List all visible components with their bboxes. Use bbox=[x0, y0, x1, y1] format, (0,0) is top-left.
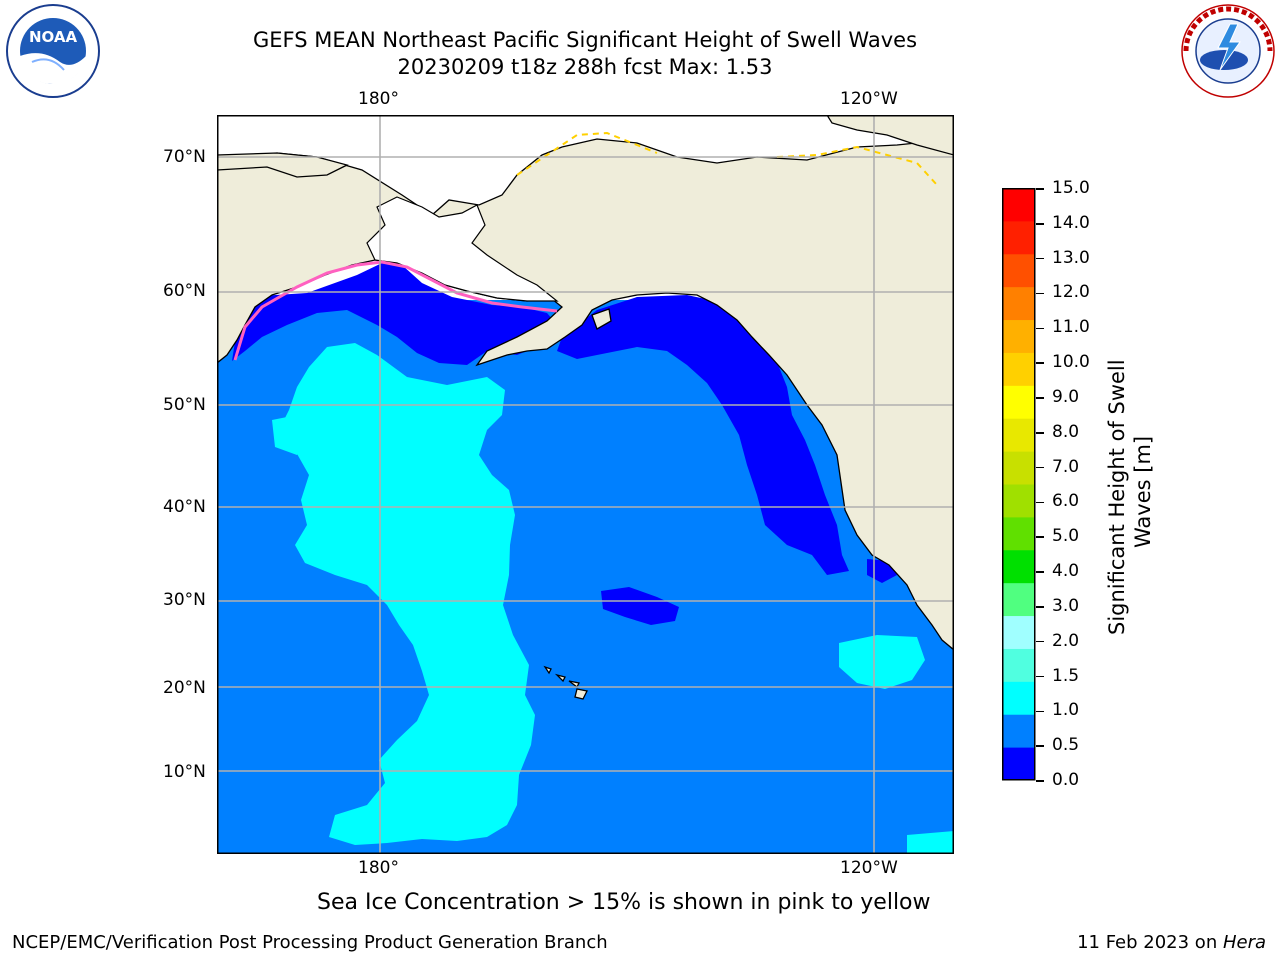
colorbar-tick-mark bbox=[1036, 710, 1044, 713]
colorbar-tick-label: 1.5 bbox=[1052, 665, 1080, 686]
footer-date: 11 Feb 2023 on Hera bbox=[1077, 932, 1266, 953]
colorbar-tick-mark bbox=[1036, 571, 1044, 573]
colorbar-segment bbox=[1002, 253, 1035, 288]
nws-logo bbox=[1181, 4, 1275, 98]
low-swell-bering bbox=[232, 263, 559, 365]
colorbar-segment bbox=[1002, 714, 1035, 748]
colorbar-tick-label: 15.0 bbox=[1052, 178, 1090, 198]
colorbar-tick-mark bbox=[1036, 675, 1044, 678]
lat-label-30n: 30°N bbox=[163, 590, 206, 610]
colorbar-tick-label: 11.0 bbox=[1052, 317, 1090, 338]
colorbar bbox=[1002, 188, 1036, 781]
colorbar-tick-label: 6.0 bbox=[1052, 491, 1080, 512]
colorbar-tick-mark bbox=[1036, 327, 1044, 330]
sea-ice-edge-north bbox=[516, 131, 938, 186]
colorbar-tick-mark bbox=[1036, 536, 1044, 538]
colorbar-segment bbox=[1002, 286, 1035, 321]
colorbar-tick-mark bbox=[1036, 640, 1044, 643]
low-swell-gulf bbox=[557, 295, 849, 575]
colorbar-tick-mark bbox=[1036, 362, 1044, 364]
map-frame bbox=[217, 115, 954, 854]
page-subtitle: 20230209 t18z 288h fcst Max: 1.53 bbox=[397, 55, 773, 79]
colorbar-tick-mark bbox=[1036, 223, 1044, 225]
colorbar-label-line1: Significant Height of Swell bbox=[1105, 359, 1129, 635]
graticule bbox=[217, 115, 954, 854]
colorbar-tick-label: 5.0 bbox=[1052, 526, 1080, 547]
footer-date-text: 11 Feb 2023 on bbox=[1077, 932, 1223, 953]
noaa-logo-text: NOAA bbox=[29, 28, 78, 46]
cyan-swell-patch-se bbox=[907, 831, 954, 854]
lat-label-20n: 20°N bbox=[163, 678, 206, 698]
colorbar-frame bbox=[1002, 188, 1036, 781]
lat-label-60n: 60°N bbox=[163, 281, 206, 301]
colorbar-tick-mark bbox=[1036, 432, 1044, 434]
colorbar-tick-mark bbox=[1036, 466, 1044, 469]
colorbar-tick-mark bbox=[1036, 257, 1044, 260]
colorbar-segment bbox=[1002, 418, 1035, 452]
colorbar-segment bbox=[1002, 516, 1035, 551]
hawaii-islands bbox=[543, 665, 588, 700]
lon-label-top-180: 180° bbox=[358, 89, 399, 109]
colorbar-segment bbox=[1002, 188, 1035, 222]
cyan-swell-patch-east bbox=[839, 635, 925, 689]
colorbar-tick-mark bbox=[1036, 292, 1044, 295]
colorbar-label: Significant Height of Swell Waves [m] bbox=[1105, 359, 1155, 635]
colorbar-segment bbox=[1002, 615, 1035, 649]
colorbar-tick-mark bbox=[1036, 501, 1044, 504]
colorbar-tick-mark bbox=[1036, 397, 1044, 399]
colorbar-segment bbox=[1002, 352, 1035, 386]
low-swell-subtropical bbox=[601, 587, 679, 625]
colorbar-tick-label: 8.0 bbox=[1052, 421, 1080, 442]
page-title: GEFS MEAN Northeast Pacific Significant … bbox=[252, 28, 918, 52]
sea-ice-bering bbox=[366, 196, 559, 302]
colorbar-segment bbox=[1002, 220, 1035, 255]
colorbar-segment bbox=[1002, 319, 1035, 353]
colorbar-tick-label: 13.0 bbox=[1052, 247, 1090, 268]
sea-ice-note: Sea Ice Concentration > 15% is shown in … bbox=[317, 890, 931, 915]
colorbar-segments bbox=[1002, 188, 1035, 781]
lon-label-bottom-180: 180° bbox=[358, 858, 399, 878]
footer-branch: NCEP/EMC/Verification Post Processing Pr… bbox=[12, 932, 608, 953]
colorbar-segment bbox=[1002, 451, 1035, 485]
lat-label-50n: 50°N bbox=[163, 395, 206, 415]
colorbar-tick-label: 2.0 bbox=[1052, 630, 1080, 651]
lat-label-40n: 40°N bbox=[163, 497, 206, 517]
land-ne-corner bbox=[826, 115, 954, 156]
colorbar-tick-label: 3.0 bbox=[1052, 595, 1080, 616]
colorbar-segment bbox=[1002, 648, 1035, 682]
colorbar-segment bbox=[1002, 549, 1035, 584]
colorbar-tick-label: 0.5 bbox=[1052, 735, 1080, 756]
colorbar-segment bbox=[1002, 385, 1035, 419]
lat-label-70n: 70°N bbox=[163, 147, 206, 167]
footer-host: Hera bbox=[1222, 932, 1266, 953]
colorbar-tick-mark bbox=[1036, 188, 1044, 190]
swell-height-map bbox=[217, 115, 954, 854]
cyan-swell-region bbox=[279, 343, 535, 845]
lat-label-10n: 10°N bbox=[163, 762, 206, 782]
colorbar-tick-label: 9.0 bbox=[1052, 386, 1080, 407]
kodiak-island bbox=[591, 308, 612, 330]
colorbar-tick-mark bbox=[1036, 606, 1044, 608]
colorbar-segment bbox=[1002, 681, 1035, 715]
colorbar-tick-mark bbox=[1036, 745, 1044, 747]
colorbar-tick-label: 14.0 bbox=[1052, 212, 1090, 233]
sea-ice-edge bbox=[233, 260, 558, 361]
noaa-logo: NOAA bbox=[6, 4, 100, 98]
colorbar-tick-label: 0.0 bbox=[1052, 770, 1080, 790]
colorbar-tick-mark bbox=[1036, 780, 1044, 782]
colorbar-tick-label: 10.0 bbox=[1052, 352, 1090, 373]
colorbar-tick-label: 7.0 bbox=[1052, 456, 1080, 477]
cyan-swell-patch-west bbox=[272, 415, 309, 455]
lon-label-bottom-120w: 120°W bbox=[840, 858, 898, 878]
land-siberia bbox=[217, 152, 349, 178]
colorbar-tick-label: 12.0 bbox=[1052, 282, 1090, 303]
colorbar-tick-label: 4.0 bbox=[1052, 561, 1080, 582]
colorbar-segment bbox=[1002, 484, 1035, 518]
colorbar-label-line2: Waves [m] bbox=[1131, 436, 1155, 548]
colorbar-tick-label: 1.0 bbox=[1052, 700, 1080, 721]
colorbar-segment bbox=[1002, 582, 1035, 617]
colorbar-segment bbox=[1002, 747, 1035, 781]
lon-label-top-120w: 120°W bbox=[840, 89, 898, 109]
